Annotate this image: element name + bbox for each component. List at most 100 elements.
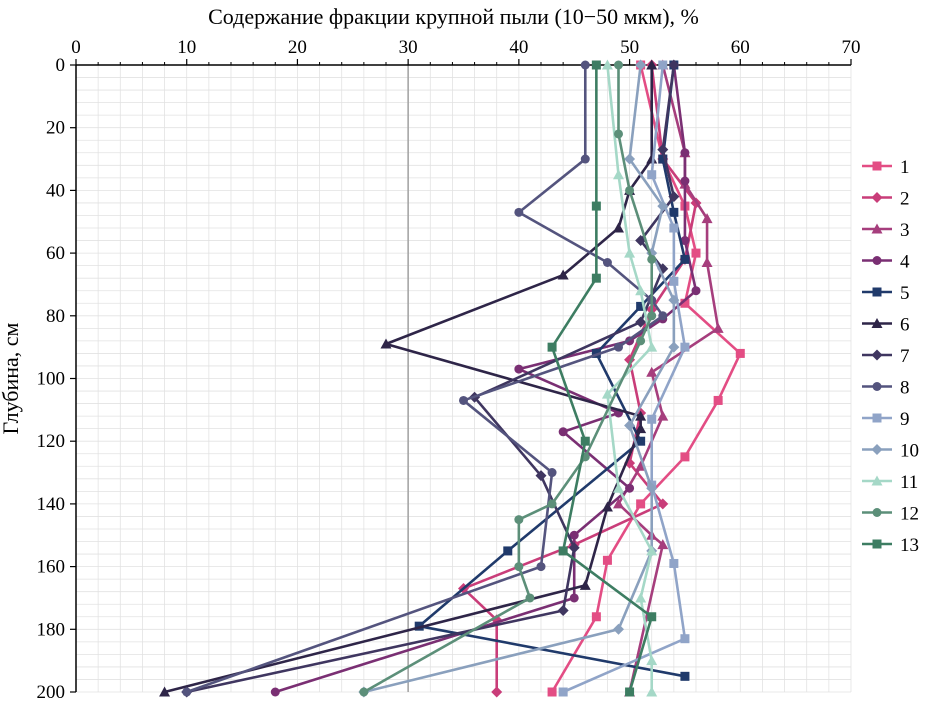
y-tick-label: 20 — [46, 118, 65, 139]
y-tick-label: 160 — [37, 557, 66, 578]
data-point-1 — [547, 687, 557, 697]
data-point-1 — [602, 555, 612, 565]
data-point-9 — [647, 170, 657, 180]
data-point-6 — [579, 579, 591, 590]
data-point-1 — [680, 298, 690, 308]
data-point-13 — [647, 612, 657, 622]
data-point-11 — [635, 285, 647, 296]
data-point-1 — [713, 395, 723, 405]
data-point-7 — [568, 542, 580, 554]
data-point-8 — [614, 342, 623, 352]
data-point-8 — [602, 258, 612, 268]
data-point-7 — [668, 59, 680, 71]
x-tick-label: 50 — [620, 37, 639, 58]
data-point-8 — [536, 562, 546, 572]
data-point-13 — [591, 273, 601, 283]
legend-marker-3 — [871, 223, 883, 234]
data-point-1 — [636, 499, 646, 509]
x-tick-label: 40 — [509, 37, 528, 58]
data-point-2 — [657, 498, 669, 510]
legend-marker-4 — [872, 256, 882, 265]
data-point-7 — [657, 144, 669, 156]
data-point-12 — [614, 129, 623, 139]
legend-label-10: 10 — [900, 441, 919, 462]
series-line-12 — [363, 65, 654, 694]
legend-label-9: 9 — [900, 409, 910, 430]
data-point-5 — [680, 254, 690, 264]
data-point-9 — [680, 342, 690, 352]
data-point-13 — [558, 546, 568, 556]
x-tick-label: 70 — [842, 37, 861, 58]
data-point-10 — [613, 623, 624, 635]
data-point-4 — [558, 427, 568, 437]
series-6 — [159, 59, 658, 697]
y-tick-label: 180 — [37, 619, 66, 640]
data-point-4 — [569, 530, 579, 540]
data-point-7 — [635, 235, 647, 247]
legend-marker-11 — [871, 475, 883, 486]
data-point-4 — [680, 236, 690, 246]
data-point-1 — [735, 348, 745, 358]
data-point-6 — [646, 153, 658, 164]
x-tick-label: 60 — [731, 37, 750, 58]
data-point-10 — [624, 420, 636, 432]
data-point-6 — [635, 410, 647, 421]
data-point-12 — [614, 60, 623, 70]
data-point-12 — [647, 311, 657, 321]
data-point-8 — [580, 154, 590, 164]
data-point-2 — [491, 686, 503, 698]
data-point-3 — [613, 498, 624, 509]
data-point-3 — [657, 539, 669, 550]
data-point-3 — [657, 410, 669, 421]
legend-label-7: 7 — [900, 346, 910, 367]
data-point-13 — [591, 201, 601, 211]
data-point-1 — [680, 452, 690, 462]
data-point-7 — [635, 316, 647, 328]
data-point-10 — [668, 294, 680, 306]
legend-label-6: 6 — [900, 315, 910, 336]
legend-label-13: 13 — [900, 535, 919, 556]
data-point-13 — [580, 436, 590, 446]
x-axis-title: Содержание фракции крупной пыли (10−50 м… — [208, 4, 699, 29]
legend-item-13: 13 — [862, 535, 919, 556]
legend-label-11: 11 — [900, 472, 918, 493]
data-point-11 — [646, 655, 658, 666]
data-point-12 — [359, 687, 369, 697]
y-tick-label: 80 — [46, 306, 65, 327]
data-point-9 — [558, 687, 568, 697]
legend-label-8: 8 — [900, 378, 910, 399]
data-point-4 — [691, 286, 701, 296]
data-point-12 — [625, 185, 635, 195]
legend-item-8: 8 — [862, 378, 910, 399]
data-point-5 — [658, 154, 668, 164]
data-point-6 — [646, 59, 658, 70]
data-point-9 — [647, 414, 657, 424]
data-point-11 — [613, 169, 624, 180]
legend-marker-9 — [872, 413, 882, 423]
data-point-12 — [636, 336, 646, 346]
data-point-11 — [613, 482, 624, 493]
series-line-1 — [550, 64, 742, 693]
series-line-13 — [550, 65, 654, 693]
y-tick-label: 0 — [56, 55, 66, 76]
legend-item-5: 5 — [862, 283, 910, 304]
data-point-10 — [635, 59, 647, 71]
legend-item-9: 9 — [862, 409, 910, 430]
data-point-7 — [535, 470, 547, 482]
data-point-8 — [580, 60, 590, 70]
legend-marker-2 — [871, 192, 883, 203]
data-point-5 — [680, 671, 690, 681]
data-point-6 — [613, 222, 624, 233]
data-point-13 — [625, 687, 635, 697]
data-point-8 — [182, 687, 192, 697]
data-point-9 — [680, 634, 690, 644]
legend-label-4: 4 — [900, 252, 910, 273]
legend-item-6: 6 — [862, 315, 910, 336]
data-point-11 — [646, 686, 658, 697]
data-point-9 — [669, 276, 679, 286]
axes: 0 10 20 30 40 50 60 70 0 20 40 60 80 100 120 140 160 180 2… — [37, 37, 861, 703]
series-7 — [181, 59, 680, 698]
data-point-10 — [657, 200, 669, 212]
data-point-6 — [601, 501, 613, 512]
